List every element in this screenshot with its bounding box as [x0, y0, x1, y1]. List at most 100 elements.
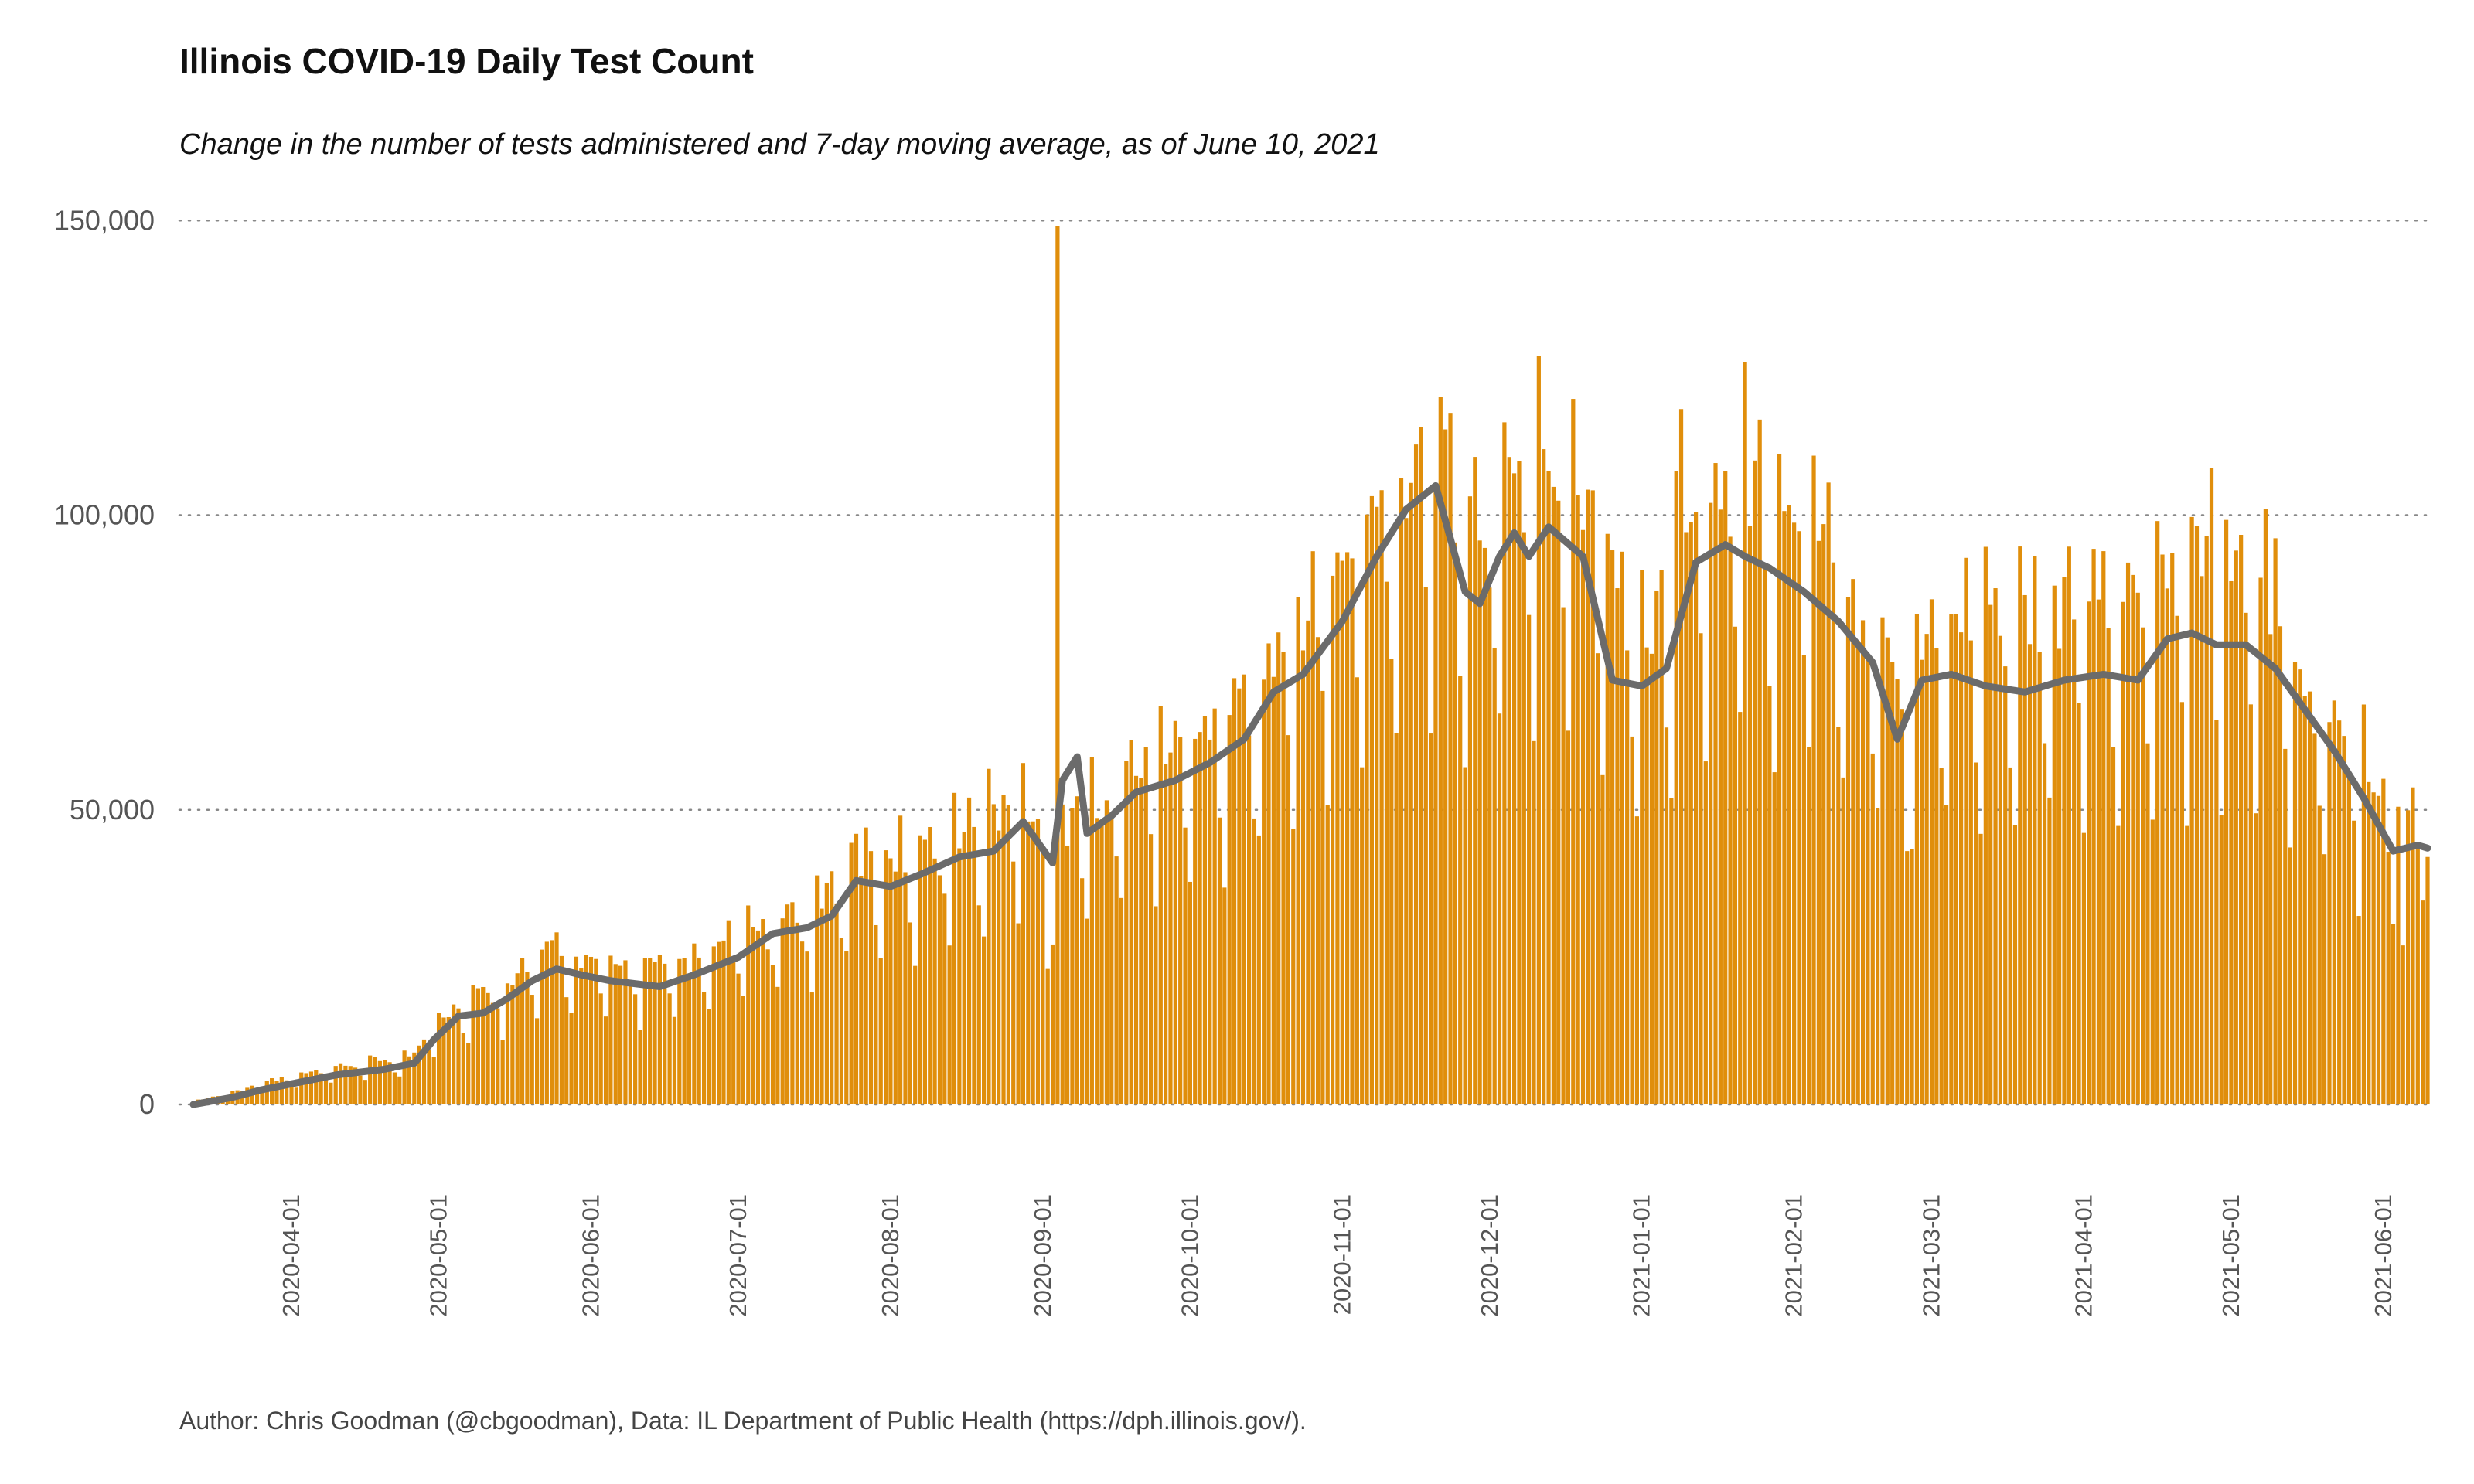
daily-test-bar [952, 792, 957, 1104]
daily-test-bar [937, 875, 942, 1104]
daily-test-bar [1998, 635, 2003, 1104]
daily-test-bar [2135, 592, 2140, 1104]
daily-test-bar [1389, 659, 1394, 1104]
daily-test-bar [844, 951, 849, 1104]
daily-test-bar [1492, 647, 1497, 1104]
daily-test-bar [2189, 516, 2194, 1104]
daily-test-bar [1929, 599, 1934, 1104]
daily-test-bar [1821, 524, 1826, 1104]
daily-test-bar [333, 1066, 338, 1104]
daily-test-bar [1684, 532, 1689, 1104]
daily-test-bar [1133, 775, 1139, 1104]
daily-test-bar [2116, 825, 2121, 1104]
daily-test-bar [1644, 647, 1649, 1104]
daily-test-bar [2239, 535, 2244, 1104]
daily-test-bar [1944, 805, 1949, 1104]
daily-test-bar [864, 827, 868, 1104]
daily-test-bar [564, 997, 569, 1104]
daily-test-bar [1217, 817, 1222, 1104]
daily-test-bar [1954, 614, 1958, 1104]
daily-test-bar [421, 1039, 427, 1104]
daily-test-bar [2376, 795, 2381, 1104]
daily-test-bar [1678, 409, 1684, 1104]
daily-test-bar [1497, 713, 1502, 1104]
daily-test-bar [1595, 653, 1600, 1104]
daily-test-bar [1129, 740, 1133, 1104]
daily-test-bar [431, 1057, 436, 1104]
daily-test-bar [1826, 482, 1831, 1104]
daily-test-bar [830, 871, 834, 1104]
daily-test-bar [780, 918, 785, 1104]
daily-test-bar [544, 941, 549, 1104]
y-tick-label: 150,000 [54, 204, 155, 236]
daily-test-bar [1757, 419, 1762, 1104]
daily-test-bar [1247, 735, 1252, 1104]
daily-test-bar [1212, 708, 1217, 1104]
daily-test-bar [1920, 659, 1924, 1104]
daily-test-bar [976, 905, 981, 1104]
daily-test-bar [903, 872, 908, 1104]
daily-test-bar [608, 955, 613, 1104]
daily-test-bar [834, 903, 839, 1104]
daily-test-bar [1055, 226, 1060, 1105]
daily-test-bar [1291, 828, 1296, 1104]
daily-test-bar [1542, 449, 1546, 1104]
daily-test-bar [540, 949, 544, 1104]
daily-test-bar [1620, 551, 1624, 1104]
daily-test-bar [1723, 471, 1728, 1104]
daily-test-bar [874, 924, 878, 1104]
daily-test-bar [922, 839, 927, 1104]
daily-test-bar [1738, 712, 1743, 1104]
daily-test-bar [1694, 512, 1699, 1104]
daily-test-bar [1070, 808, 1075, 1104]
daily-test-bar [972, 826, 976, 1104]
daily-test-bar [569, 1013, 574, 1104]
daily-test-bar [2307, 691, 2312, 1104]
daily-test-bar [1089, 757, 1094, 1104]
daily-test-bar [1429, 733, 1433, 1104]
daily-test-bar [2170, 553, 2175, 1104]
daily-test-bar [1914, 614, 1920, 1104]
daily-test-bar [849, 842, 854, 1104]
daily-test-bar [1060, 804, 1065, 1104]
daily-test-bar [1075, 796, 1079, 1104]
daily-test-bar [1536, 356, 1541, 1105]
daily-test-bar [707, 1009, 711, 1104]
daily-test-bar [1041, 846, 1045, 1104]
daily-test-bar [594, 958, 598, 1104]
daily-test-bar [535, 1018, 540, 1104]
daily-test-bar [966, 797, 972, 1104]
daily-test-bar [338, 1063, 343, 1104]
daily-test-bar [692, 943, 697, 1104]
daily-test-bar [2072, 619, 2077, 1104]
daily-test-bar [1404, 518, 1409, 1104]
daily-test-bar [1659, 570, 1664, 1104]
daily-test-bar [1202, 716, 1208, 1104]
daily-test-bar [1438, 397, 1443, 1104]
daily-test-bar [1109, 813, 1114, 1104]
daily-test-bar [2185, 825, 2189, 1104]
daily-test-bar [1782, 511, 1787, 1104]
daily-test-bar [726, 920, 731, 1104]
daily-test-bar [2381, 778, 2386, 1104]
daily-test-bar [1266, 643, 1271, 1104]
daily-test-bar [254, 1091, 260, 1104]
daily-test-bar [1463, 767, 1467, 1104]
y-tick-label: 100,000 [54, 499, 155, 531]
daily-test-bar [1958, 632, 1964, 1104]
daily-test-bar [2288, 847, 2292, 1104]
daily-test-bar [2268, 634, 2273, 1104]
daily-test-bar [289, 1082, 294, 1104]
daily-test-bar [809, 992, 814, 1104]
daily-test-bar [2214, 720, 2219, 1104]
daily-test-bar [1905, 851, 1910, 1105]
daily-test-bar [387, 1062, 392, 1104]
daily-test-bar [1836, 727, 1841, 1104]
daily-test-bar [761, 919, 765, 1104]
daily-test-bar [1306, 620, 1310, 1104]
daily-test-bar [1811, 455, 1816, 1104]
daily-test-bar [628, 985, 632, 1104]
daily-test-bar [1640, 570, 1644, 1104]
daily-test-bar [1021, 763, 1026, 1104]
